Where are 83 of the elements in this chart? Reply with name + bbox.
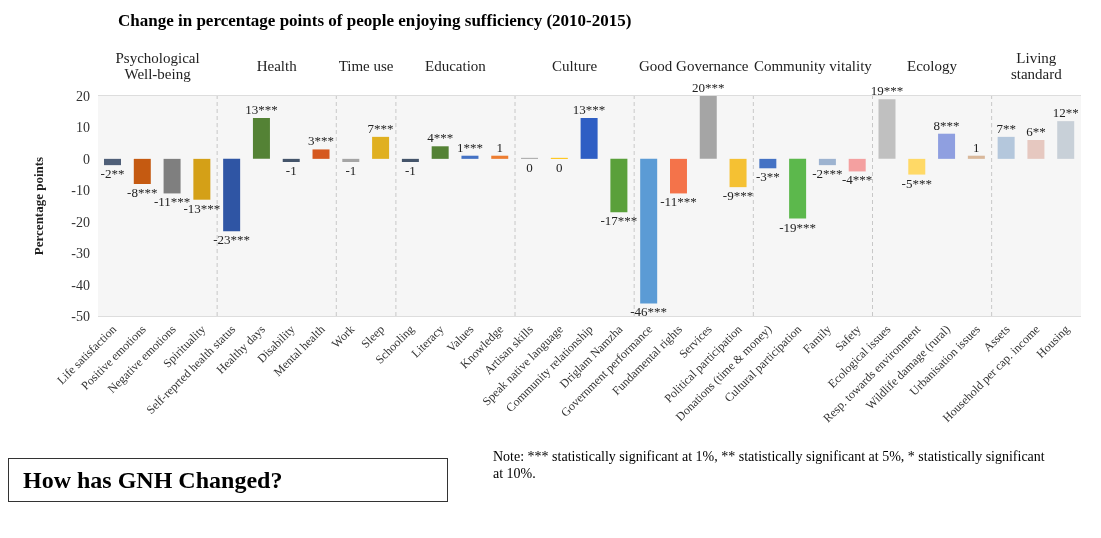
chart-title: Change in percentage points of people enjoying sufficiency (2010-2015) <box>118 10 633 32</box>
data-label: 6** <box>1026 124 1046 139</box>
bar <box>967 155 985 159</box>
band-label: Time use <box>337 57 395 76</box>
bar <box>104 158 121 166</box>
bar <box>193 158 211 200</box>
bar <box>342 158 360 162</box>
bar <box>163 158 181 194</box>
bar <box>223 158 241 232</box>
bar <box>610 158 628 213</box>
bar <box>282 158 300 162</box>
y-axis-title: Percentage points <box>30 156 46 256</box>
bar <box>401 158 419 162</box>
bar <box>312 149 330 159</box>
data-label: 1 <box>496 139 503 155</box>
bar <box>997 136 1015 159</box>
bar <box>729 158 747 188</box>
data-label: -19*** <box>779 219 817 235</box>
band-label: Living standard <box>1009 49 1063 84</box>
data-label: -5*** <box>901 175 932 191</box>
bar <box>669 158 687 194</box>
data-label: -11*** <box>660 194 697 210</box>
bar <box>640 158 658 304</box>
data-label: -1 <box>285 163 297 178</box>
bar <box>580 118 598 159</box>
data-label: 4*** <box>427 130 454 146</box>
data-label: 7*** <box>367 120 394 136</box>
bar <box>431 146 449 159</box>
data-label: 12** <box>1052 105 1079 121</box>
data-label: -2*** <box>812 166 843 182</box>
data-label: -9*** <box>722 188 754 204</box>
bar <box>789 158 807 219</box>
bar <box>252 118 270 159</box>
y-tick-label: -10 <box>71 183 90 199</box>
data-label: 0 <box>556 159 563 175</box>
bar <box>818 158 836 166</box>
bar <box>878 99 896 159</box>
data-label: 20*** <box>692 80 725 95</box>
y-tick-label: -40 <box>71 277 90 293</box>
y-tick-label: -50 <box>71 308 90 324</box>
bar <box>491 155 509 159</box>
bar <box>133 158 151 184</box>
data-label: -8*** <box>127 185 158 200</box>
band-label: Psychological Well-being <box>114 49 201 84</box>
data-label: 8*** <box>933 117 960 133</box>
band-label: Health <box>255 57 298 76</box>
y-tick-label: 0 <box>83 151 90 167</box>
data-label: -1 <box>404 163 416 178</box>
bar <box>908 158 926 175</box>
y-tick-label: -30 <box>71 246 90 262</box>
bar <box>1027 140 1045 159</box>
data-label: 7** <box>996 120 1016 136</box>
band-label: Education <box>424 57 487 76</box>
data-label: 13*** <box>572 102 606 117</box>
band-label: Ecology <box>907 58 958 74</box>
data-label: 13*** <box>245 102 278 117</box>
data-label: -23*** <box>213 232 251 248</box>
bar <box>461 155 479 159</box>
y-tick-label: -20 <box>71 214 90 230</box>
band-label: Good Governance <box>638 58 749 74</box>
bar <box>848 158 866 172</box>
data-label: -17*** <box>600 213 638 229</box>
data-label: 3*** <box>308 133 335 149</box>
band-label: Culture <box>551 57 599 76</box>
y-tick-label: 20 <box>76 88 90 104</box>
text: How has GNH Changed? <box>8 458 448 502</box>
data-label: -3** <box>755 169 780 185</box>
y-tick-label: 10 <box>76 120 90 136</box>
bar <box>699 96 717 159</box>
bar <box>938 133 956 159</box>
data-label: 19*** <box>870 83 904 99</box>
bar <box>759 158 777 169</box>
band-label: Community vitality <box>753 57 873 76</box>
data-label: 0 <box>526 159 533 175</box>
data-label: 1 <box>973 139 980 155</box>
bar <box>372 136 390 159</box>
data-label: -2** <box>100 166 125 182</box>
data-label: 1*** <box>456 139 483 155</box>
text: Note: *** statistically significant at 1%, ** statistically significant at 5%, * statistically significant at 10%. <box>493 448 1046 482</box>
data-label: -4*** <box>842 172 873 188</box>
data-label: -1 <box>345 163 357 178</box>
bar <box>1057 121 1075 159</box>
data-label: -46*** <box>630 304 668 320</box>
